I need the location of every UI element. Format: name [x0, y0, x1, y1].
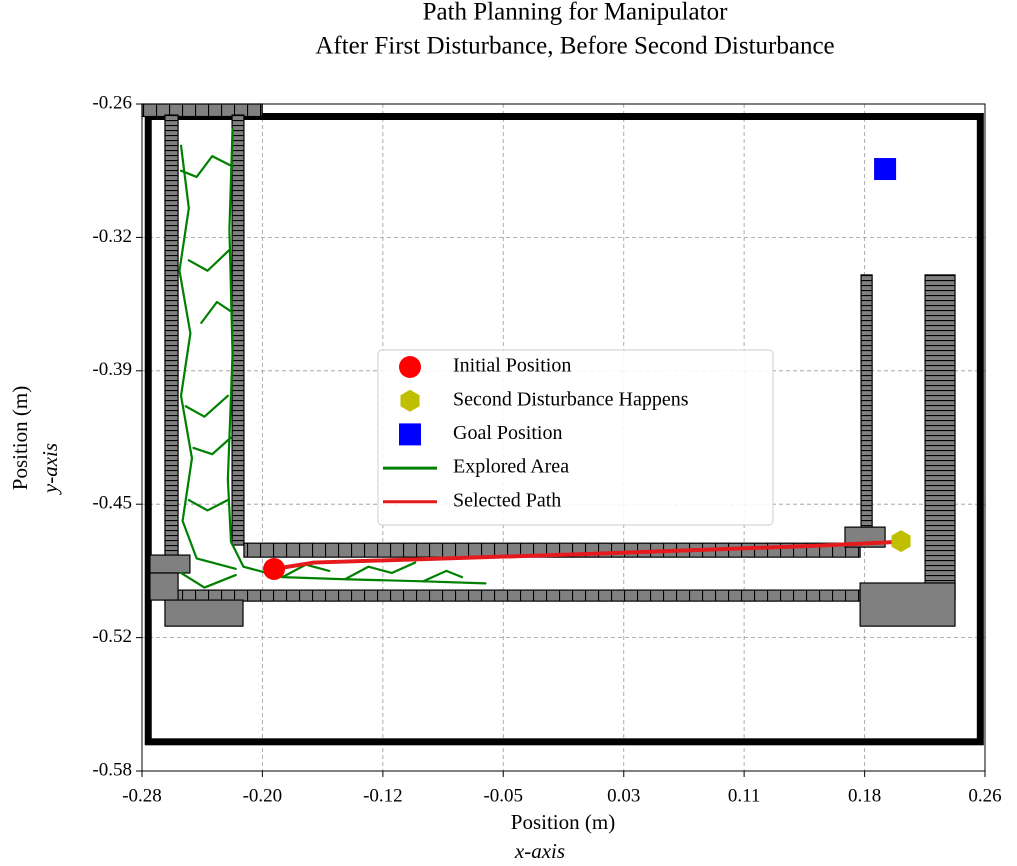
legend: Initial Position Second Disturbance Happe… [377, 349, 774, 526]
obstacle [859, 582, 956, 627]
x-axis-label: Position (m) [511, 810, 615, 834]
x-tick-label: 0.03 [607, 785, 640, 806]
legend-label: Explored Area [453, 456, 569, 478]
y-tick-label: -0.32 [92, 226, 132, 247]
series-line [272, 539, 904, 572]
x-tick-label: -0.28 [122, 785, 162, 806]
obstacle [164, 599, 244, 627]
y-tick-label: -0.52 [92, 626, 132, 647]
x-tick-label: -0.05 [483, 785, 523, 806]
marker-circle [263, 558, 286, 581]
x-tick-label: 0.26 [968, 785, 1001, 806]
obstacle [924, 274, 956, 601]
x-tick-label: 0.11 [728, 785, 761, 806]
obstacle [243, 542, 861, 558]
obstacle [164, 114, 179, 556]
y-axis-label-secondary: y-axis [38, 443, 62, 495]
marker-square [874, 158, 897, 181]
y-tick-label: -0.26 [92, 92, 132, 113]
x-tick-label: 0.18 [848, 785, 881, 806]
legend-box [377, 349, 774, 526]
legend-label: Initial Position [453, 355, 571, 377]
x-axis-label-secondary: x-axis [514, 839, 565, 863]
obstacle [164, 589, 861, 602]
legend-label: Goal Position [453, 422, 562, 444]
obstacle [149, 572, 179, 601]
legend-label: Second Disturbance Happens [453, 388, 689, 410]
y-tick-label: -0.45 [92, 493, 132, 514]
obstacle [149, 554, 191, 574]
legend-marker [400, 389, 420, 412]
legend-label: Selected Path [453, 489, 561, 511]
legend-marker [399, 423, 421, 446]
y-tick-label: -0.58 [92, 759, 132, 780]
workspace-boundary [144, 113, 984, 746]
x-tick-label: -0.12 [363, 785, 403, 806]
obstacle [231, 114, 245, 546]
obstacle [860, 274, 873, 531]
chart-title: Path Planning for Manipulator [423, 0, 728, 26]
marker-hexagon [891, 530, 911, 553]
y-tick-label: -0.39 [92, 359, 132, 380]
y-axis-label: Position (m) [8, 386, 32, 490]
legend-marker [399, 356, 421, 378]
chart-subtitle: After First Disturbance, Before Second D… [315, 33, 834, 60]
axes-frame [141, 103, 986, 772]
x-tick-label: -0.20 [243, 785, 283, 806]
